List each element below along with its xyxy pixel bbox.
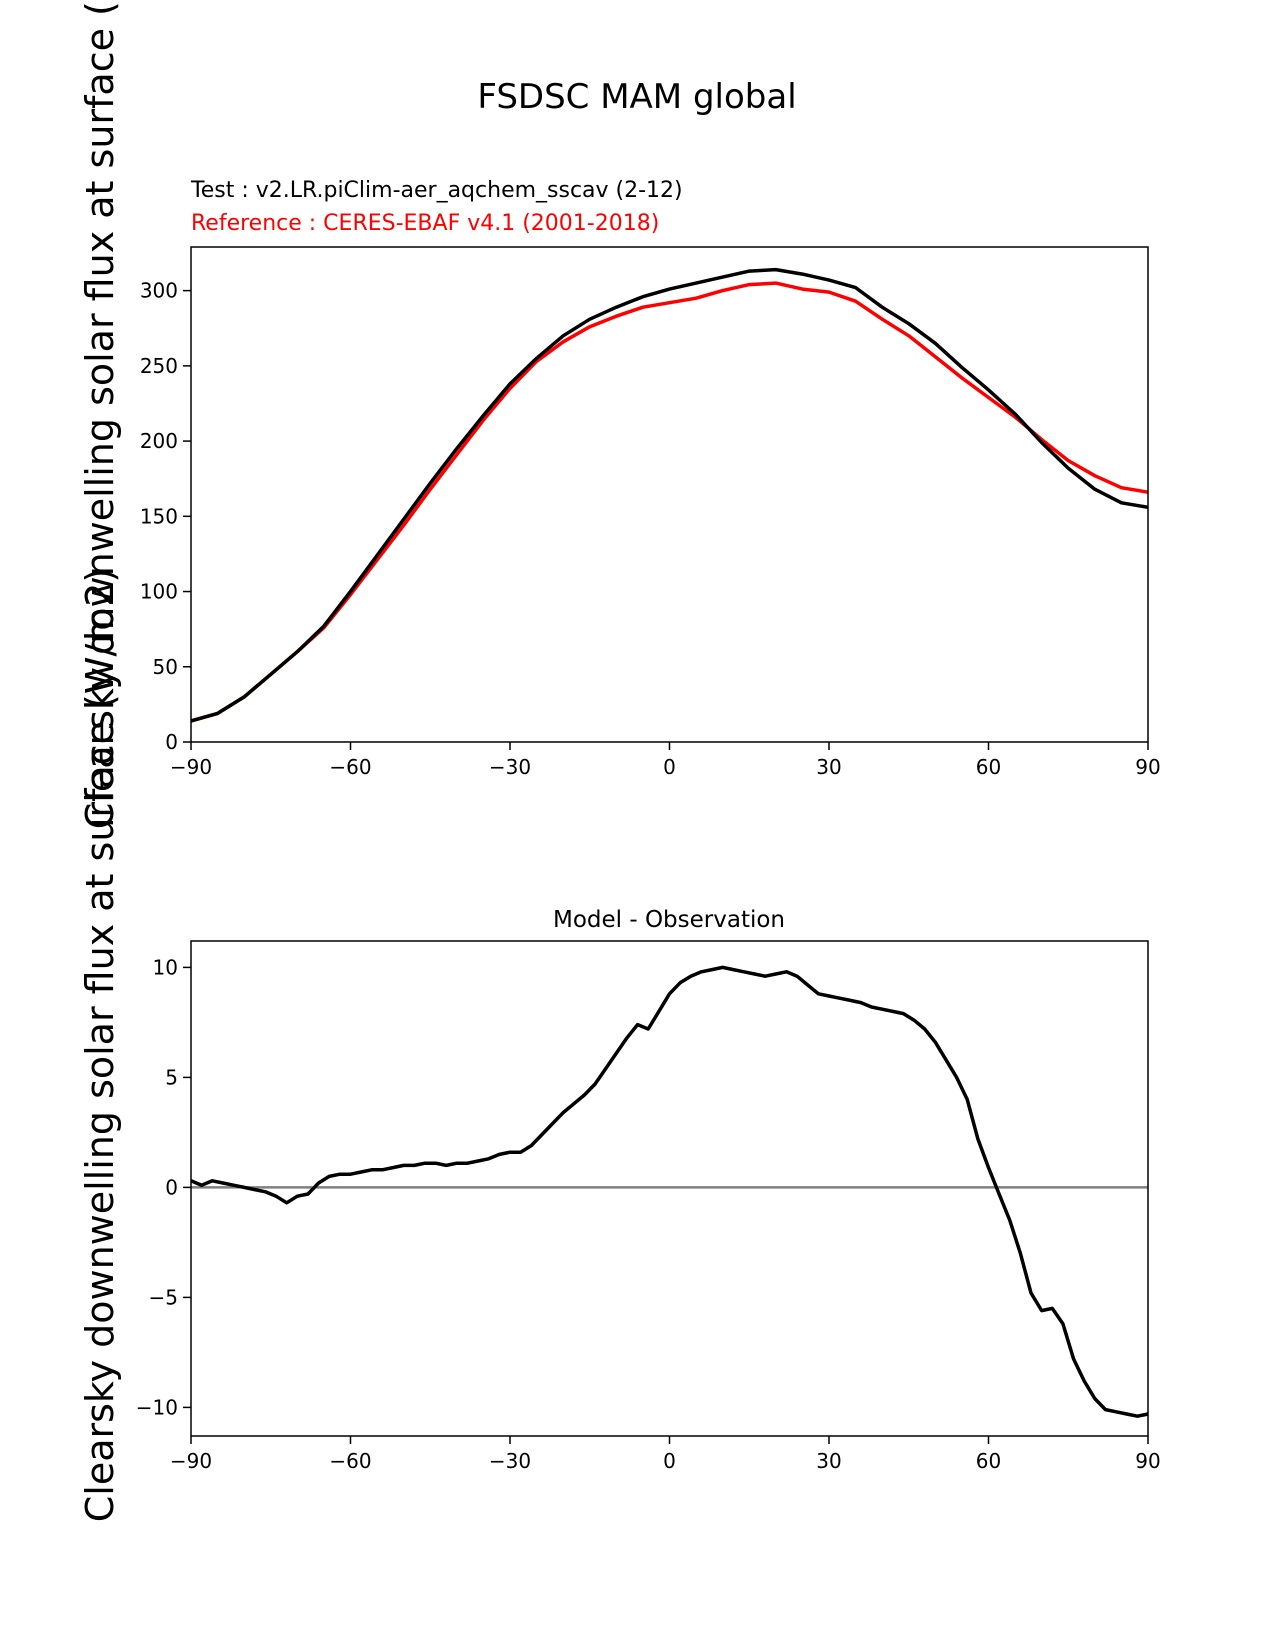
test-series-line: [190, 267, 1149, 723]
top-y-tick-label: 250: [140, 354, 178, 378]
figure-title: FSDSC MAM global: [477, 77, 796, 117]
bottom-x-tick-label: 90: [1135, 1449, 1160, 1473]
top-y-tick-label: 50: [153, 655, 178, 679]
top-panel: Test : v2.LR.piClim-aer_aqchem_sscav (2-…: [140, 178, 1161, 779]
bottom-plot-frame: [190, 940, 1149, 1437]
top-x-axis: −90 −60 −30 0 30 60 90: [170, 742, 1161, 779]
top-y-tick-label: 300: [140, 279, 178, 303]
top-y-axis: 0 50 100 150 200 250 300: [140, 279, 191, 754]
top-plot-frame: [190, 246, 1149, 743]
bottom-y-tick-label: 10: [153, 955, 178, 979]
top-x-tick-label: 30: [816, 755, 841, 779]
bottom-panel: Model - Observation −10 −5 0 5 10 −90 −60 −30 0…: [136, 907, 1161, 1473]
bottom-y-tick-label: −5: [149, 1285, 178, 1309]
reference-legend-label: Reference : CERES-EBAF v4.1 (2001-2018): [191, 211, 659, 236]
top-x-tick-label: 0: [663, 755, 676, 779]
top-y-tick-label: 200: [140, 429, 178, 453]
ylabel-bottom: Clearsky downwelling solar flux at surfa…: [78, 568, 122, 1523]
top-x-tick-label: 60: [976, 755, 1001, 779]
bottom-y-axis: −10 −5 0 5 10: [136, 955, 191, 1419]
top-x-tick-label: −90: [170, 755, 212, 779]
top-y-tick-label: 150: [140, 504, 178, 528]
bottom-y-tick-label: −10: [136, 1395, 178, 1419]
top-y-tick-label: 0: [165, 730, 178, 754]
reference-series-line: [190, 281, 1149, 723]
bottom-x-tick-label: −90: [170, 1449, 212, 1473]
top-x-tick-label: −30: [489, 755, 531, 779]
test-legend-label: Test : v2.LR.piClim-aer_aqchem_sscav (2-…: [190, 178, 683, 203]
bottom-x-tick-label: 0: [663, 1449, 676, 1473]
top-x-tick-label: 90: [1135, 755, 1160, 779]
bottom-y-tick-label: 0: [165, 1175, 178, 1199]
difference-series-line: [190, 965, 1149, 1418]
bottom-x-axis: −90 −60 −30 0 30 60 90: [170, 1436, 1161, 1473]
bottom-x-tick-label: 30: [816, 1449, 841, 1473]
bottom-x-tick-label: −60: [329, 1449, 371, 1473]
bottom-x-tick-label: −30: [489, 1449, 531, 1473]
bottom-x-tick-label: 60: [976, 1449, 1001, 1473]
bottom-y-tick-label: 5: [165, 1065, 178, 1089]
difference-title: Model - Observation: [553, 907, 785, 933]
ylabel-top: Clearsky downwelling solar flux at surfa…: [78, 0, 122, 829]
top-y-tick-label: 100: [140, 580, 178, 604]
top-x-tick-label: −60: [329, 755, 371, 779]
